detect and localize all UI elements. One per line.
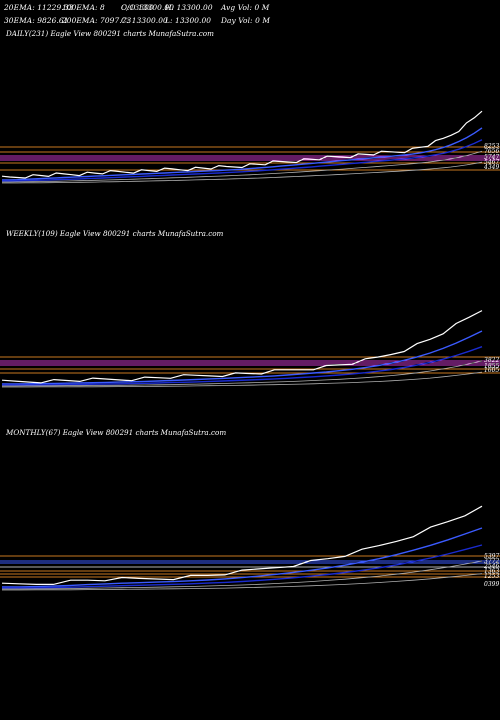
weekly-panel-title: WEEKLY(109) Eagle View 800291 charts Mun… [6,229,224,238]
ema-line [2,161,483,184]
level-label: 5747 [484,154,499,161]
day-vol-label: Day Vol: 0 M [221,16,270,25]
price-line [1,505,483,586]
level-label: 7656 [484,148,499,155]
open-label: C/O 13300.00 [121,3,175,12]
level-label: 5467 [484,159,499,166]
monthly-panel-title: MONTHLY(67) Eagle View 800291 charts Mun… [6,428,227,437]
ema-line [2,573,483,591]
ema-line [1,330,483,385]
ema100-label: 100EMA: 8 [62,3,105,12]
ema-line [2,150,483,183]
high-label: H: 13300.00 [165,3,213,12]
header-row-1: 20EMA: 11229.33 100EMA: 8 C/O 13300.00 H… [4,3,499,13]
close-label: C: 13300.00 [121,16,168,25]
avg-vol-label: Avg Vol: 0 M [221,3,270,12]
overlap-text: O:13300 [121,3,154,12]
level-label: 3822 [484,357,499,364]
daily-panel-title: DAILY(231) Eagle View 800291 charts Muna… [6,29,214,38]
price-line [1,110,483,179]
ema200-label: 200EMA: 7097.73 [62,16,132,25]
level-label: 2546 [483,563,499,570]
price-line [1,310,483,384]
level-label: 3772 [484,558,499,565]
ema-line [1,527,483,588]
level-label: 1855 [484,363,499,370]
level-label: 1253 [484,573,499,580]
ema-line [2,560,483,590]
level-label: 0399 [484,581,499,588]
level-label: 8253 [484,143,499,150]
low-label: L: 13300.00 [165,16,212,25]
ema-line [2,371,483,388]
ema30-label: 30EMA: 9826.61 [4,16,69,25]
ema-line [2,360,483,387]
level-label: 1363 [484,568,499,575]
ema-line [1,127,483,181]
level-label: 4349 [483,164,499,171]
level-label: 5397 [484,553,499,560]
ema-line [1,544,483,589]
header-row-2: 30EMA: 9826.61 200EMA: 7097.73 C: 13300.… [4,16,499,26]
ema-line [2,346,483,386]
level-label: 1605 [484,367,499,374]
ema20-label: 20EMA: 11229.33 [4,3,74,12]
ema-line [2,139,483,182]
